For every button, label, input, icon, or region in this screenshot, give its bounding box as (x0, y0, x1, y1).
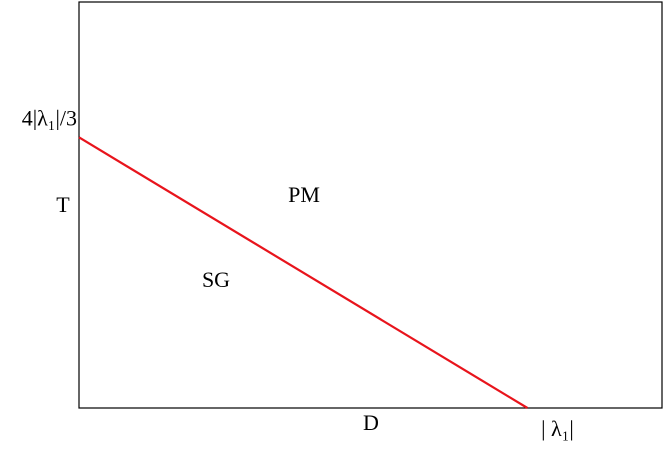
phase-boundary-line (78, 136, 529, 409)
region-label: PM (288, 182, 320, 207)
region-label: SG (202, 267, 230, 292)
plot-frame (78, 1, 663, 409)
x-tick-label: | λ₁| (541, 416, 574, 441)
x-axis-label: D (363, 410, 379, 435)
y-tick-label: 4|λ₁|/3 (22, 105, 77, 130)
y-axis-label: T (56, 192, 70, 217)
